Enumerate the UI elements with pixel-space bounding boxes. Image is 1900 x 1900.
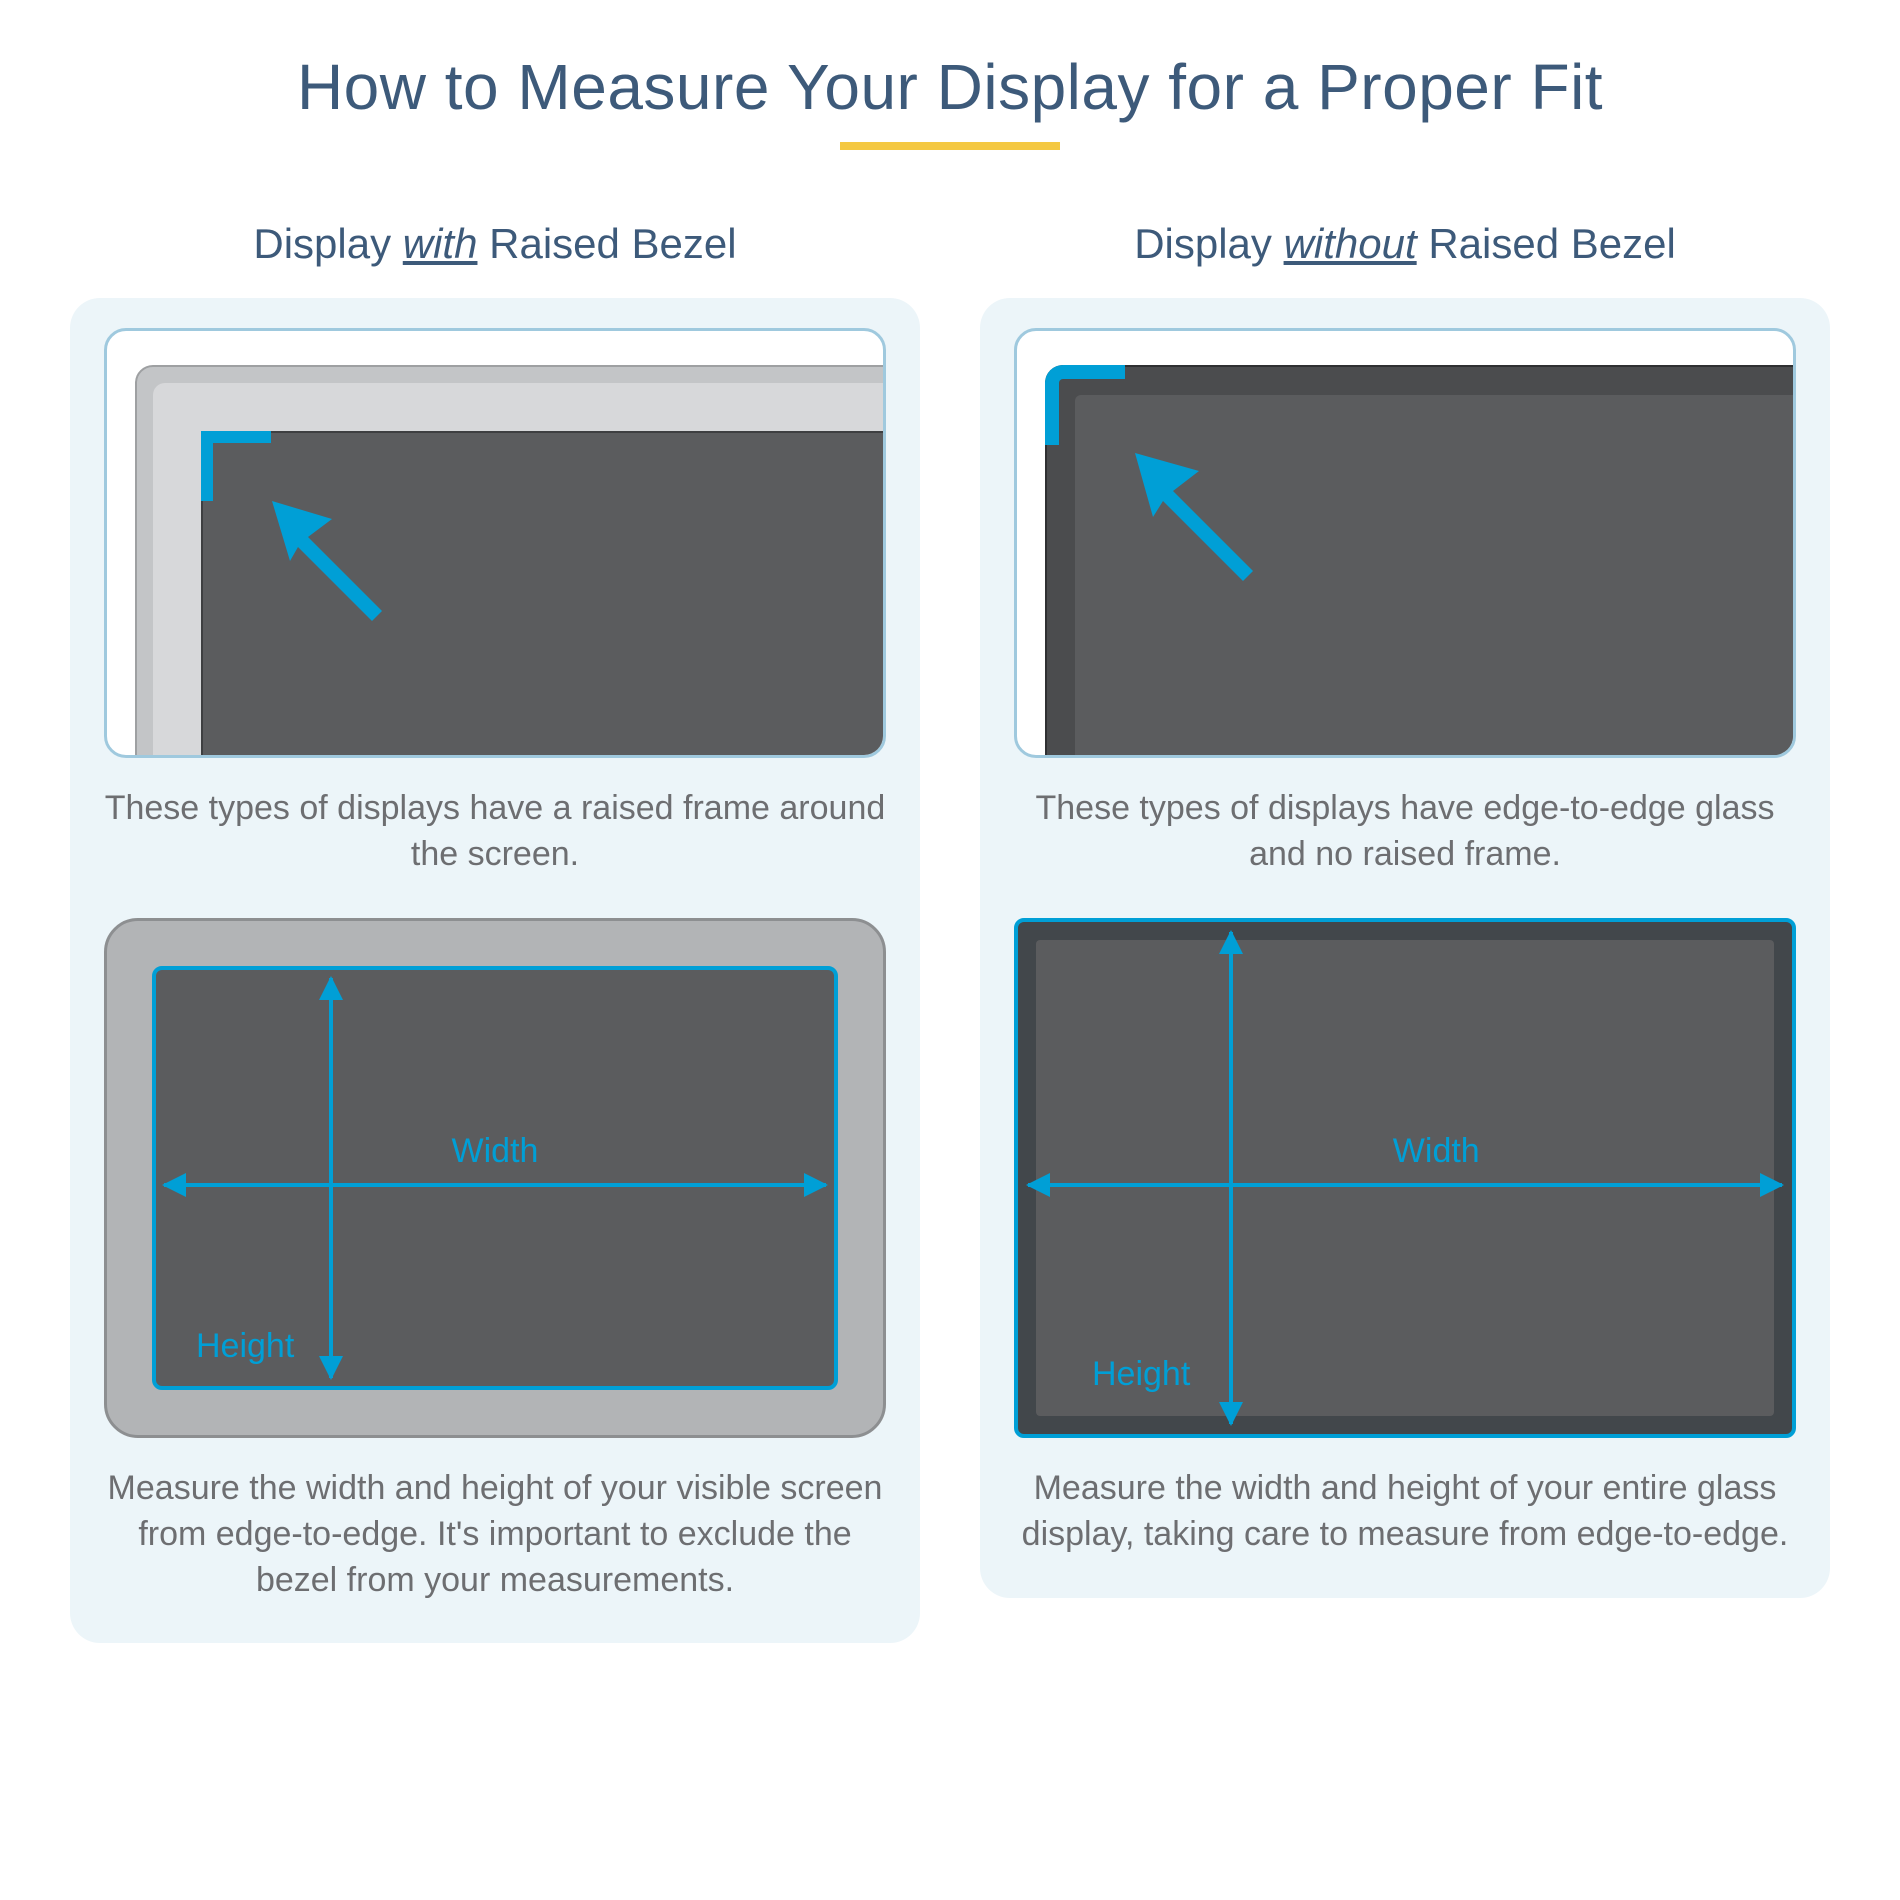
corner-illustration-right [1014, 328, 1796, 758]
height-arrow-right [1229, 932, 1233, 1424]
corner-desc-left: These types of displays have a raised fr… [104, 786, 886, 878]
corner-marker-left [201, 431, 271, 501]
title-right-post: Raised Bezel [1417, 220, 1676, 267]
width-label-left: Width [452, 1132, 539, 1171]
corner-illustration-left [104, 328, 886, 758]
measure-illustration-right: Width Height [1014, 918, 1796, 1438]
corner-marker-right [1045, 365, 1125, 445]
panel-right: These types of displays have edge-to-edg… [980, 298, 1830, 1598]
screen-right-measure [1036, 940, 1774, 1416]
measure-desc-right: Measure the width and height of your ent… [1014, 1466, 1796, 1558]
width-arrow-right [1028, 1183, 1782, 1187]
column-without-bezel: Display without Raised Bezel These types… [980, 220, 1830, 1643]
arrow-icon [1135, 453, 1275, 593]
columns-container: Display with Raised Bezel These types of… [70, 220, 1830, 1643]
width-arrow-left [164, 1183, 826, 1187]
height-label-left: Height [196, 1327, 294, 1366]
measure-desc-left: Measure the width and height of your vis… [104, 1466, 886, 1604]
title-right-pre: Display [1134, 220, 1283, 267]
page-title: How to Measure Your Display for a Proper… [70, 50, 1830, 124]
title-left-pre: Display [253, 220, 402, 267]
title-left-mod: with [403, 220, 478, 267]
panel-left: These types of displays have a raised fr… [70, 298, 920, 1643]
column-title-right: Display without Raised Bezel [1134, 220, 1676, 268]
accent-underline [840, 142, 1060, 150]
arrow-icon [272, 501, 402, 631]
height-arrow-left [329, 978, 333, 1378]
column-title-left: Display with Raised Bezel [253, 220, 736, 268]
height-label-right: Height [1092, 1355, 1190, 1394]
title-left-post: Raised Bezel [477, 220, 736, 267]
measure-illustration-left: Width Height [104, 918, 886, 1438]
corner-desc-right: These types of displays have edge-to-edg… [1014, 786, 1796, 878]
title-right-mod: without [1284, 220, 1417, 267]
width-label-right: Width [1393, 1132, 1480, 1171]
column-with-bezel: Display with Raised Bezel These types of… [70, 220, 920, 1643]
